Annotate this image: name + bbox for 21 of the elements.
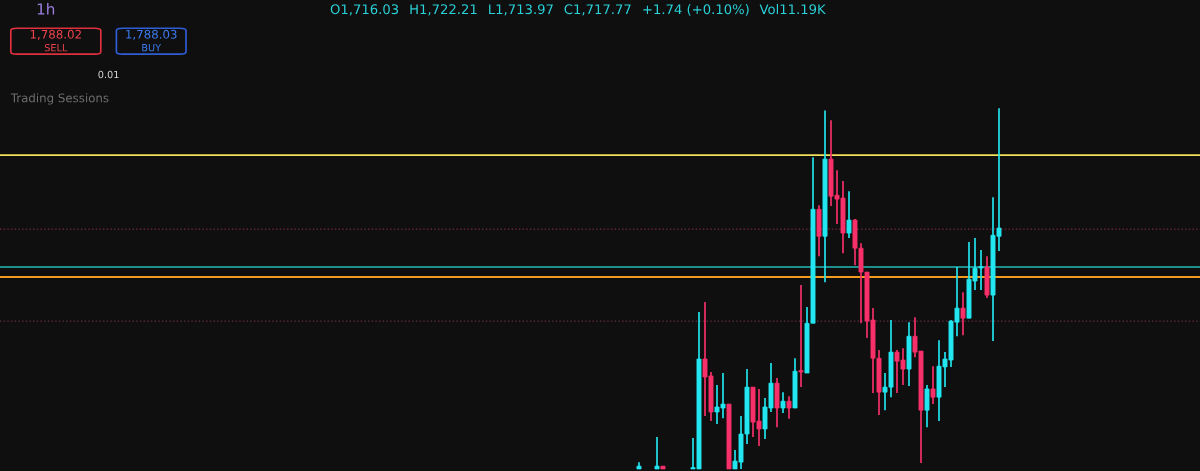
text: H1,722.21	[410, 4, 477, 16]
text: Vol11.19K	[759, 3, 826, 15]
candlestick	[960, 291, 966, 337]
text: +1.74 (+0.10%)	[643, 3, 749, 16]
text: L1,713.97	[489, 4, 553, 16]
candlestick	[846, 190, 852, 239]
text: 1h	[37, 2, 55, 15]
candlestick	[786, 395, 792, 420]
text: C1,717.77	[564, 4, 631, 16]
text: Trading Sessions	[10, 93, 109, 105]
candlestick	[930, 365, 936, 405]
candlestick	[780, 391, 786, 414]
candlestick	[654, 436, 660, 470]
text: SELL	[44, 43, 68, 52]
text: 1,788.03	[126, 29, 177, 40]
text: O1,716.03	[330, 4, 399, 16]
text: 1,788.02	[30, 29, 81, 40]
text: 0.01	[98, 70, 119, 79]
text: BUY	[142, 44, 162, 52]
candlestick	[924, 384, 930, 429]
candlestick	[798, 284, 804, 388]
